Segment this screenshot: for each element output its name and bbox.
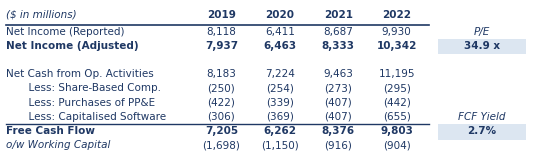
Text: 6,463: 6,463	[263, 41, 296, 51]
Text: 7,224: 7,224	[265, 69, 295, 79]
Text: 8,333: 8,333	[322, 41, 355, 51]
Text: (422): (422)	[207, 98, 235, 108]
FancyBboxPatch shape	[438, 39, 526, 54]
FancyBboxPatch shape	[438, 125, 526, 140]
Text: 8,376: 8,376	[322, 126, 355, 136]
Text: 8,687: 8,687	[324, 27, 353, 37]
Text: (273): (273)	[324, 83, 352, 93]
Text: (407): (407)	[325, 112, 352, 122]
Text: 9,463: 9,463	[324, 69, 353, 79]
Text: Net Cash from Op. Activities: Net Cash from Op. Activities	[6, 69, 154, 79]
Text: (1,150): (1,150)	[261, 140, 298, 150]
Text: 7,937: 7,937	[205, 41, 238, 51]
Text: 7,205: 7,205	[205, 126, 238, 136]
Text: Less: Purchases of PP&E: Less: Purchases of PP&E	[22, 98, 155, 108]
Text: Free Cash Flow: Free Cash Flow	[6, 126, 95, 136]
Text: 2.7%: 2.7%	[467, 126, 496, 136]
Text: ($ in millions): ($ in millions)	[6, 10, 77, 20]
Text: 2019: 2019	[207, 10, 236, 20]
Text: (407): (407)	[325, 98, 352, 108]
Text: Net Income (Adjusted): Net Income (Adjusted)	[6, 41, 139, 51]
Text: 8,183: 8,183	[206, 69, 236, 79]
Text: (1,698): (1,698)	[203, 140, 240, 150]
Text: 2021: 2021	[324, 10, 353, 20]
Text: (339): (339)	[266, 98, 294, 108]
Text: (254): (254)	[266, 83, 294, 93]
Text: 2022: 2022	[382, 10, 411, 20]
Text: Less: Capitalised Software: Less: Capitalised Software	[22, 112, 166, 122]
Text: (306): (306)	[207, 112, 235, 122]
Text: 2020: 2020	[265, 10, 294, 20]
Text: 6,262: 6,262	[263, 126, 296, 136]
Text: FCF Yield: FCF Yield	[458, 112, 506, 122]
Text: (904): (904)	[383, 140, 410, 150]
Text: (369): (369)	[266, 112, 294, 122]
Text: P/E: P/E	[474, 27, 490, 37]
Text: 9,803: 9,803	[381, 126, 413, 136]
Text: 10,342: 10,342	[376, 41, 417, 51]
Text: 8,118: 8,118	[206, 27, 236, 37]
Text: 11,195: 11,195	[378, 69, 415, 79]
Text: 34.9 x: 34.9 x	[464, 41, 500, 51]
Text: (916): (916)	[324, 140, 352, 150]
Text: (250): (250)	[207, 83, 235, 93]
Text: o/w Working Capital: o/w Working Capital	[6, 140, 110, 150]
Text: Less: Share-Based Comp.: Less: Share-Based Comp.	[22, 83, 161, 93]
Text: (442): (442)	[383, 98, 411, 108]
Text: Net Income (Reported): Net Income (Reported)	[6, 27, 125, 37]
Text: 9,930: 9,930	[382, 27, 411, 37]
Text: 6,411: 6,411	[265, 27, 295, 37]
Text: (295): (295)	[383, 83, 411, 93]
Text: (655): (655)	[383, 112, 411, 122]
